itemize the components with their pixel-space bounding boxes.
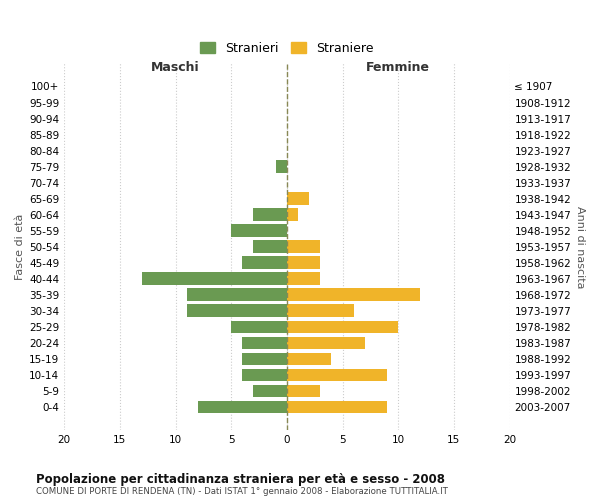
- Legend: Stranieri, Straniere: Stranieri, Straniere: [195, 36, 379, 60]
- Bar: [287, 400, 387, 413]
- Bar: [242, 336, 287, 349]
- Bar: [253, 384, 287, 398]
- Bar: [287, 208, 298, 221]
- Bar: [287, 304, 353, 318]
- Y-axis label: Anni di nascita: Anni di nascita: [575, 206, 585, 288]
- Bar: [287, 336, 365, 349]
- Bar: [287, 368, 387, 382]
- Bar: [287, 272, 320, 285]
- Bar: [287, 192, 309, 205]
- Bar: [276, 160, 287, 173]
- Bar: [242, 368, 287, 382]
- Bar: [187, 304, 287, 318]
- Bar: [287, 288, 421, 302]
- Bar: [198, 400, 287, 413]
- Bar: [142, 272, 287, 285]
- Y-axis label: Fasce di età: Fasce di età: [15, 214, 25, 280]
- Bar: [253, 240, 287, 253]
- Bar: [287, 384, 320, 398]
- Text: COMUNE DI PORTE DI RENDENA (TN) - Dati ISTAT 1° gennaio 2008 - Elaborazione TUTT: COMUNE DI PORTE DI RENDENA (TN) - Dati I…: [36, 488, 448, 496]
- Bar: [287, 352, 331, 366]
- Bar: [287, 320, 398, 334]
- Bar: [253, 208, 287, 221]
- Bar: [231, 224, 287, 237]
- Bar: [231, 320, 287, 334]
- Bar: [242, 352, 287, 366]
- Bar: [287, 240, 320, 253]
- Bar: [242, 256, 287, 269]
- Text: Maschi: Maschi: [151, 60, 200, 74]
- Text: Popolazione per cittadinanza straniera per età e sesso - 2008: Popolazione per cittadinanza straniera p…: [36, 472, 445, 486]
- Text: Femmine: Femmine: [366, 60, 430, 74]
- Bar: [287, 256, 320, 269]
- Bar: [187, 288, 287, 302]
